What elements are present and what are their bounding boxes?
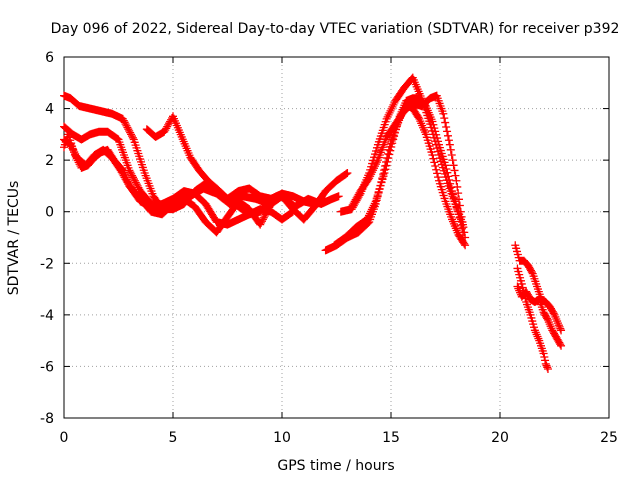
- grid: [64, 57, 609, 418]
- y-tick-label: 6: [45, 50, 54, 66]
- axis-ticks: 0 5 10 15 20 25 -8 -6 -4 -2 0 2 4 6: [40, 50, 618, 446]
- y-tick-label: -4: [40, 308, 54, 324]
- x-tick-label: 20: [491, 430, 509, 446]
- y-tick-label: -8: [40, 411, 54, 427]
- x-tick-label: 5: [169, 430, 178, 446]
- y-tick-label: -6: [40, 359, 54, 375]
- series-track-3: [60, 135, 297, 229]
- data-markers: [513, 264, 552, 374]
- x-tick-label: 25: [600, 430, 618, 446]
- chart-title: Day 096 of 2022, Sidereal Day-to-day VTE…: [51, 21, 620, 37]
- x-axis-label: GPS time / hours: [277, 458, 394, 474]
- series-track-11: [513, 282, 566, 350]
- y-tick-label: 2: [45, 153, 54, 169]
- y-tick-label: 4: [45, 102, 54, 118]
- y-axis-label: SDTVAR / TECUs: [6, 181, 22, 296]
- data-markers: [513, 282, 566, 350]
- series-track-5: [142, 112, 286, 219]
- data-markers: [60, 135, 297, 229]
- data-series: [60, 73, 566, 374]
- data-markers: [142, 112, 286, 219]
- series-track-9: [347, 91, 470, 242]
- series-track-12: [513, 264, 552, 374]
- x-tick-label: 15: [382, 430, 400, 446]
- plot-frame: [63, 56, 610, 419]
- y-tick-label: -2: [40, 256, 54, 272]
- x-tick-label: 10: [273, 430, 291, 446]
- y-tick-label: 0: [45, 205, 54, 221]
- x-tick-label: 0: [60, 430, 69, 446]
- data-markers: [347, 91, 470, 242]
